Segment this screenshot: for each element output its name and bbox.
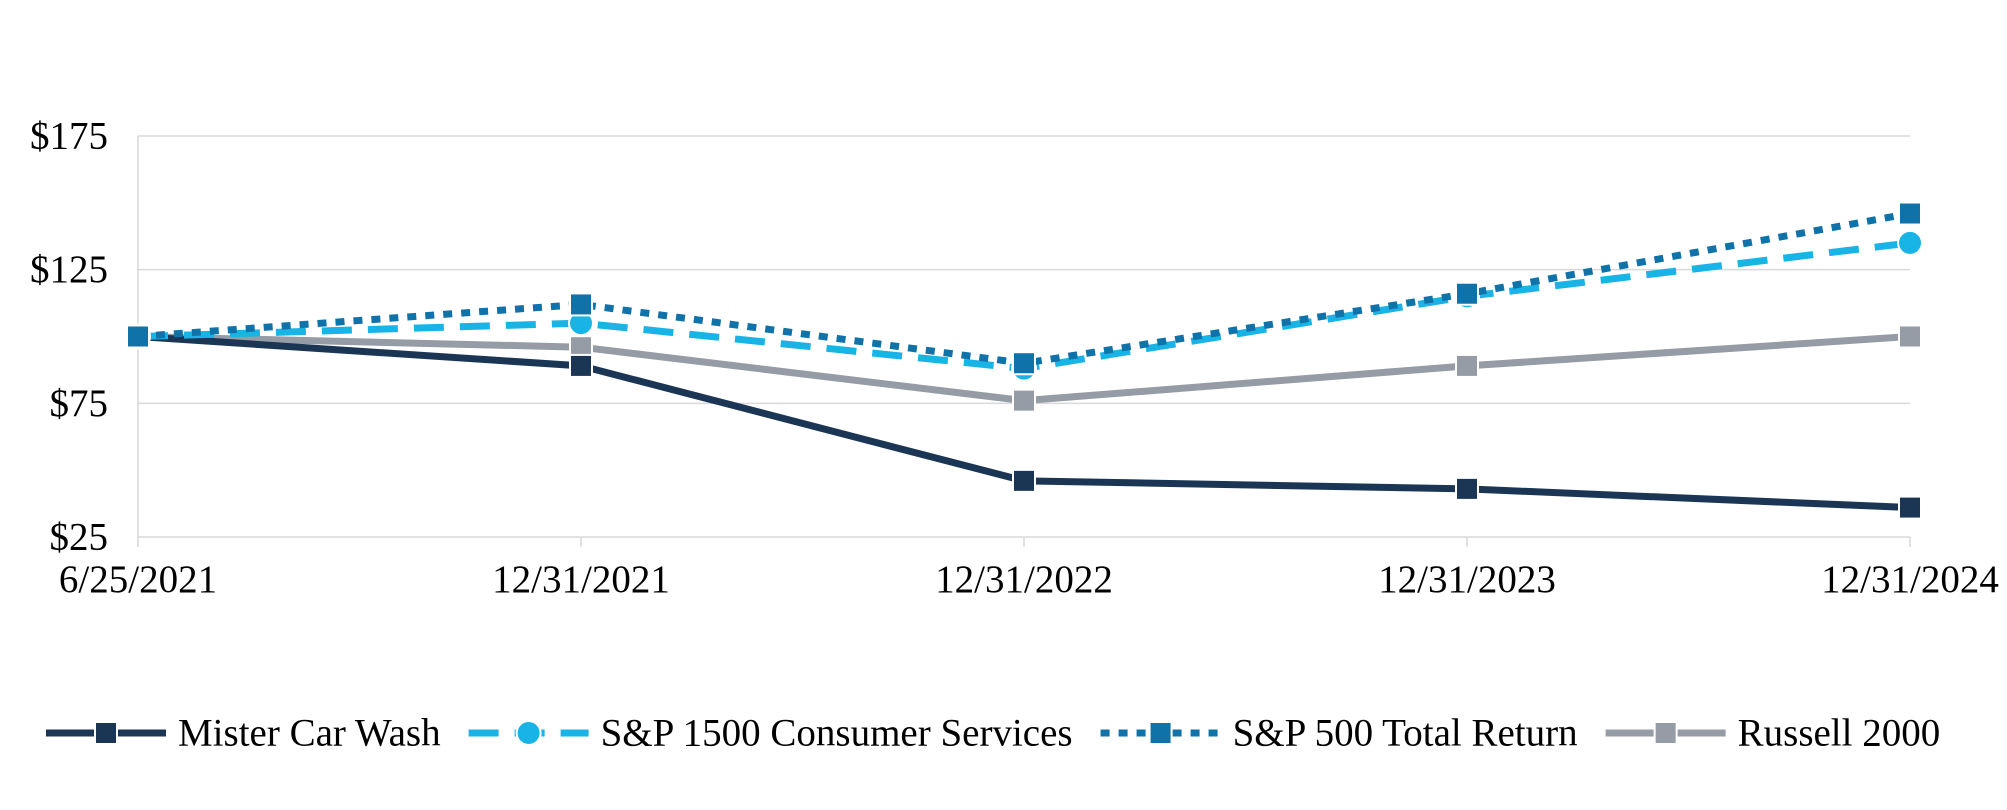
data-point (126, 324, 150, 349)
y-tick-label: $175 (30, 115, 108, 158)
series-line (137, 210, 1911, 367)
series-layer (125, 201, 1923, 520)
data-point (569, 353, 593, 378)
data-point (1898, 201, 1922, 226)
y-tick-label: $75 (50, 382, 109, 425)
legend-swatch-marker (1653, 721, 1678, 745)
legend-swatch-marker (94, 721, 118, 745)
x-tick-label: 12/31/2024 (1821, 558, 1999, 601)
data-point (1898, 495, 1922, 520)
data-point (1455, 353, 1479, 378)
legend-label: Russell 2000 (1738, 712, 1941, 755)
data-point (1897, 229, 1923, 256)
legend-item: S&P 1500 Consumer Services (468, 712, 1073, 755)
x-tick-label: 12/31/2022 (935, 558, 1113, 601)
legend-swatch-marker (1148, 721, 1173, 745)
legend-label: S&P 1500 Consumer Services (601, 712, 1073, 755)
data-point (1012, 351, 1036, 376)
legend: Mister Car Wash S&P 1500 Consumer Service… (46, 712, 1940, 755)
data-point (1455, 476, 1479, 501)
axes: $25 $75 $125 $175 6/25/2021 12/31/2021 12/31/2… (30, 115, 1999, 602)
x-tick-label: 6/25/2021 (59, 558, 217, 601)
legend-item: S&P 500 Total Return (1100, 712, 1578, 755)
y-tick-label: $125 (30, 248, 108, 291)
x-tick-label: 12/31/2021 (492, 558, 670, 601)
y-tick-label: $25 (50, 516, 109, 559)
data-point (1898, 324, 1922, 349)
series-s-p-500-total-return (126, 201, 1922, 376)
legend-label: Mister Car Wash (178, 712, 441, 755)
data-point (1012, 388, 1036, 413)
data-point (569, 292, 593, 317)
data-point (1012, 468, 1036, 493)
series-mister-car-wash (126, 324, 1922, 520)
legend-swatch-marker (515, 720, 542, 746)
legend-item: Russell 2000 (1605, 712, 1941, 755)
data-point (1455, 281, 1479, 306)
legend-label: S&P 500 Total Return (1233, 712, 1578, 755)
legend-item: Mister Car Wash (46, 712, 441, 755)
x-tick-label: 12/31/2023 (1378, 558, 1556, 601)
